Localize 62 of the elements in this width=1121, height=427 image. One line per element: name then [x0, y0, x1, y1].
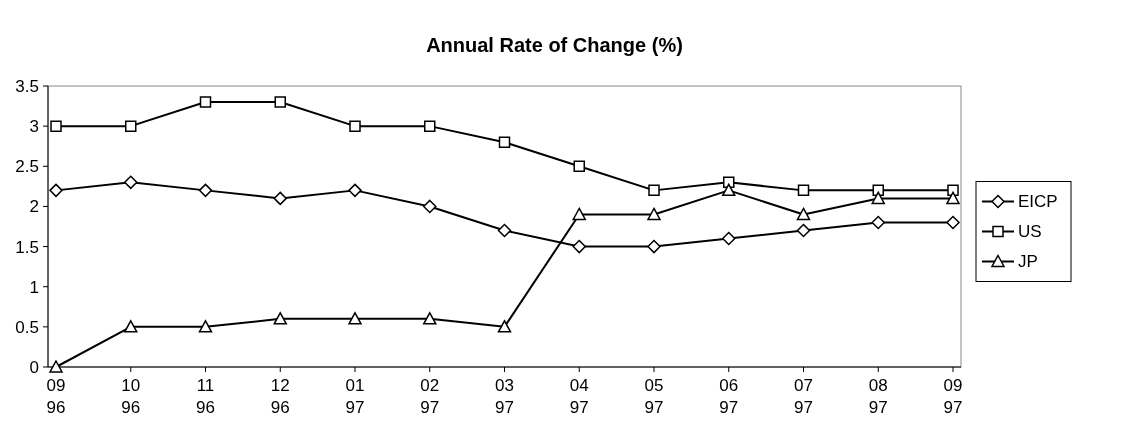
x-tick-label: 08 97: [868, 376, 888, 417]
point: [796, 207, 811, 221]
point: [797, 184, 810, 197]
point: [947, 184, 959, 197]
y-tick-label: 0: [29, 357, 39, 377]
point: [723, 176, 735, 189]
point: [796, 223, 811, 238]
y-tick-label: 2: [29, 197, 39, 217]
point: [124, 320, 138, 333]
x-tick-label: 02 97: [420, 376, 440, 417]
point: [198, 320, 213, 333]
point: [424, 120, 436, 132]
point: [348, 312, 362, 325]
x-tick-label: 09 96: [46, 376, 66, 417]
point: [871, 215, 885, 230]
point: [722, 231, 736, 246]
point: [946, 215, 960, 230]
y-tick-label: 1.5: [15, 237, 39, 257]
point: [423, 199, 437, 214]
point: [273, 191, 287, 206]
legend-label: EICP: [1018, 192, 1058, 212]
point: [348, 183, 362, 198]
point: [497, 223, 512, 238]
point: [423, 312, 437, 325]
x-tick-label: 03 97: [495, 376, 514, 417]
point: [273, 312, 287, 325]
point: [647, 239, 661, 254]
x-tick-label: 09 97: [943, 376, 963, 417]
point: [124, 175, 138, 190]
y-tick-label: 3.5: [15, 76, 39, 96]
x-tick-label: 05 97: [644, 376, 664, 417]
x-tick-label: 06 97: [719, 376, 739, 417]
point: [647, 207, 661, 221]
point: [946, 191, 960, 205]
x-tick-label: 04 97: [569, 376, 589, 417]
y-tick-label: 0.5: [15, 317, 39, 337]
chart-title: Annual Rate of Change (%): [426, 34, 683, 56]
x-tick-label: 01 97: [345, 376, 365, 417]
point: [648, 184, 660, 197]
point: [572, 239, 586, 254]
x-tick-label: 07 97: [794, 376, 813, 417]
point: [871, 191, 885, 205]
point: [573, 160, 585, 173]
y-tick-label: 3: [29, 117, 39, 137]
point: [497, 320, 512, 333]
point: [49, 183, 63, 198]
legend-label: JP: [1018, 252, 1038, 272]
point: [199, 96, 212, 108]
x-tick-label: 12 96: [270, 376, 290, 417]
point: [349, 120, 361, 132]
point: [572, 207, 586, 221]
x-tick-label: 10 96: [121, 376, 141, 417]
point: [274, 96, 286, 108]
point: [50, 120, 62, 132]
y-tick-label: 1: [29, 277, 39, 297]
legend-label: US: [1018, 222, 1042, 242]
point: [498, 136, 511, 148]
point: [125, 120, 137, 132]
y-tick-label: 2.5: [15, 157, 39, 177]
point: [722, 183, 736, 197]
x-tick-label: 11 96: [196, 376, 215, 417]
point: [198, 183, 213, 198]
